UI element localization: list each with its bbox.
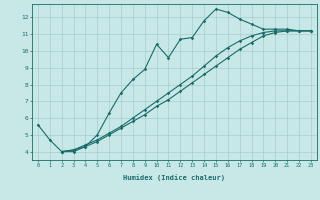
X-axis label: Humidex (Indice chaleur): Humidex (Indice chaleur) <box>124 174 225 181</box>
